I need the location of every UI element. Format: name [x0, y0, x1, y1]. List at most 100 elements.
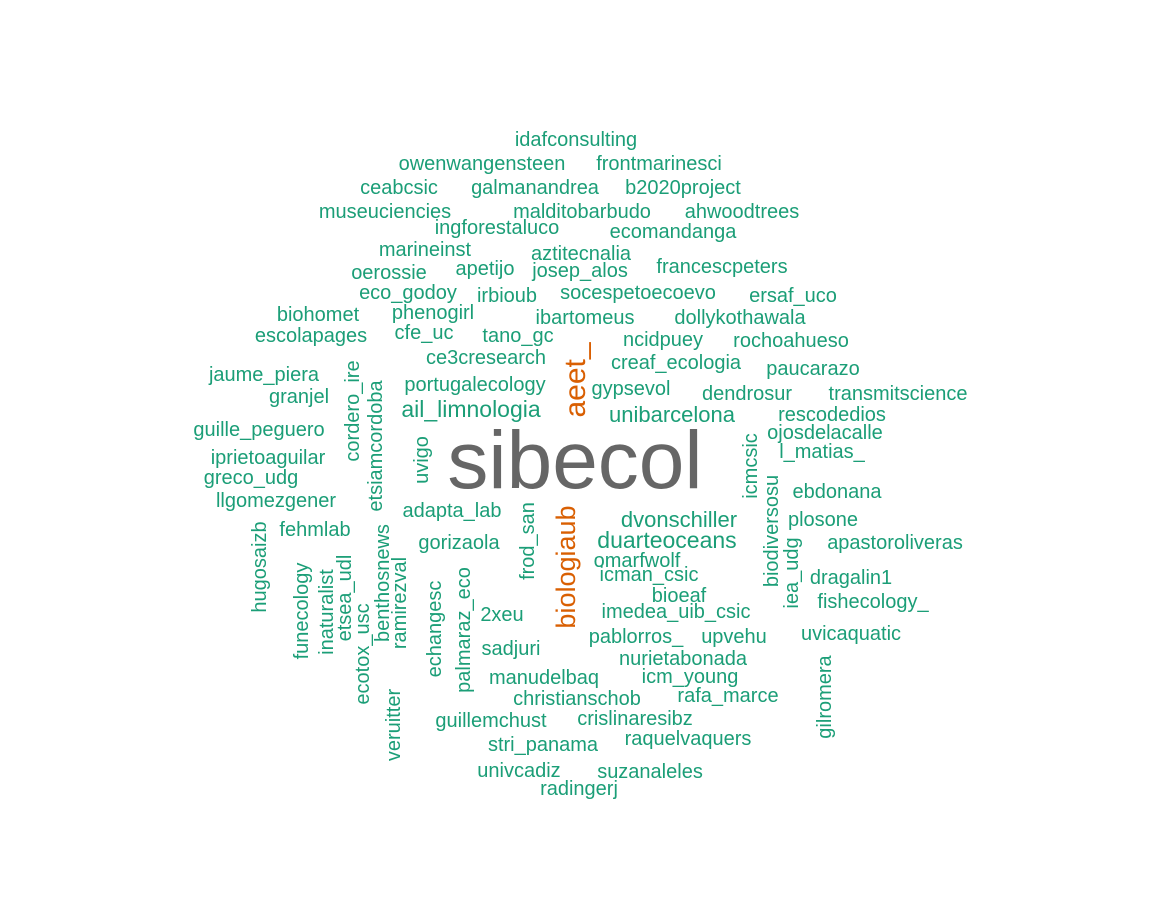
vertical-words: cordero_ire etsiamcordoba uvigo frod_san…: [249, 360, 836, 761]
word-guillemchust: guillemchust: [435, 710, 547, 732]
word-etsea-udl: etsea_udl: [334, 555, 356, 642]
word-etsiamcordoba: etsiamcordoba: [365, 380, 387, 512]
word-sibecol: sibecol: [447, 415, 702, 506]
word-galmanandrea: galmanandrea: [471, 177, 600, 199]
word-manudelbaq: manudelbaq: [489, 667, 599, 689]
word-b2020project: b2020project: [625, 177, 741, 199]
word-pablorros: pablorros_: [589, 626, 684, 648]
word-icm-young: icm_young: [642, 666, 739, 688]
word-ecomandanga: ecomandanga: [610, 221, 738, 243]
word-biohomet: biohomet: [277, 304, 360, 326]
word-ramirezval: ramirezval: [389, 557, 411, 649]
word-transmitscience: transmitscience: [829, 383, 968, 405]
word-frod-san: frod_san: [517, 502, 539, 580]
word-dragalin1: dragalin1: [810, 567, 892, 589]
word-uvigo: uvigo: [411, 436, 433, 484]
word-echangesc: echangesc: [424, 581, 446, 678]
word-gorizaola: gorizaola: [418, 532, 500, 554]
word-llgomezgener: llgomezgener: [216, 490, 336, 512]
word-creaf-ecologia: creaf_ecologia: [611, 352, 742, 374]
word-cordero-ire: cordero_ire: [342, 360, 364, 461]
word-dendrosur: dendrosur: [702, 383, 792, 405]
word-ebdonana: ebdonana: [793, 481, 883, 503]
word-ersaf-uco: ersaf_uco: [749, 285, 837, 307]
word-apastoroliveras: apastoroliveras: [827, 532, 963, 554]
word-cfe-uc: cfe_uc: [395, 322, 454, 344]
word-ecotox-usc: ecotox_usc: [352, 603, 374, 704]
word-ceabcsic: ceabcsic: [360, 177, 438, 199]
word-suzanaleles: suzanaleles: [597, 761, 703, 783]
word-ail-limnologia: ail_limnologia: [401, 396, 541, 422]
word-paucarazo: paucarazo: [766, 358, 859, 380]
word-imedea-uib-csic: imedea_uib_csic: [602, 601, 751, 623]
word-sadjuri: sadjuri: [482, 638, 541, 660]
horizontal-words: idafconsulting owenwangensteen frontmari…: [193, 129, 967, 800]
word-oerossie: oerossie: [351, 262, 427, 284]
word-phenogirl: phenogirl: [392, 302, 474, 324]
word-2xeu: 2xeu: [480, 604, 523, 626]
word-dvonschiller: dvonschiller: [621, 507, 737, 532]
word-fehmlab: fehmlab: [279, 519, 350, 541]
word-ce3cresearch: ce3cresearch: [426, 347, 546, 369]
word-josep-alos: josep_alos: [531, 260, 628, 282]
word-fishecology: fishecology_: [817, 591, 929, 613]
word-funecology: funecology: [291, 563, 313, 660]
word-radingerj: radingerj: [540, 778, 618, 800]
word-guille-peguero: guille_peguero: [193, 419, 324, 441]
word-portugalecology: portugalecology: [404, 374, 545, 396]
word-jaume-piera: jaume_piera: [208, 364, 320, 386]
word-apetijo: apetijo: [456, 258, 515, 280]
word-bioeaf: bioeaf: [652, 585, 707, 607]
word-veruitter: veruitter: [383, 689, 405, 762]
word-ahwoodtrees: ahwoodtrees: [685, 201, 800, 223]
word-ojosdelacalle: ojosdelacalle: [767, 422, 883, 444]
word-ncidpuey: ncidpuey: [623, 329, 703, 351]
word-omarfwolf: omarfwolf: [594, 550, 681, 572]
word-tano-gc: tano_gc: [482, 325, 553, 347]
word-eco-godoy: eco_godoy: [359, 282, 457, 304]
word-icman-csic: icman_csic: [600, 564, 699, 586]
word-crislinaresibz: crislinaresibz: [577, 708, 693, 730]
word-adapta-lab: adapta_lab: [403, 500, 502, 522]
word-ibartomeus: ibartomeus: [536, 307, 635, 329]
word-rochoahueso: rochoahueso: [733, 330, 849, 352]
word-duarteoceans: duarteoceans: [597, 527, 736, 553]
word-iea-udg: iea_udg: [781, 537, 803, 608]
word-inaturalist: inaturalist: [316, 569, 338, 655]
word-hugosaizb: hugosaizb: [249, 521, 271, 612]
word-gilromera: gilromera: [814, 654, 836, 738]
word-francescpeters: francescpeters: [656, 256, 787, 278]
word-palmaraz-eco: palmaraz_eco: [453, 567, 475, 693]
word-aeet: aeet_: [559, 341, 592, 417]
word-rafa-marce: rafa_marce: [677, 685, 778, 707]
word-icmcsic: icmcsic: [740, 433, 762, 499]
word-stri-panama: stri_panama: [488, 734, 599, 756]
word-l-matias: l_matias_: [779, 441, 865, 463]
word-dollykothawala: dollykothawala: [674, 307, 806, 329]
word-benthosnews: benthosnews: [372, 524, 394, 642]
word-univcadiz: univcadiz: [477, 760, 560, 782]
word-raquelvaquers: raquelvaquers: [625, 728, 752, 750]
word-irbioub: irbioub: [477, 285, 537, 307]
word-granjel: granjel: [269, 386, 329, 408]
word-ingforestaluco: ingforestaluco: [435, 217, 560, 239]
word-escolapages: escolapages: [255, 325, 367, 347]
word-unibarcelona: unibarcelona: [609, 402, 736, 427]
word-frontmarinesci: frontmarinesci: [596, 153, 722, 175]
word-christianschob: christianschob: [513, 688, 641, 710]
word-malditobarbudo: malditobarbudo: [513, 201, 651, 223]
word-nurietabonada: nurietabonada: [619, 648, 748, 670]
word-biologiaub: biologiaub: [551, 505, 581, 628]
word-biodiversosu: biodiversosu: [761, 475, 783, 587]
word-rescodedios: rescodedios: [778, 404, 886, 426]
word-marineinst: marineinst: [379, 239, 472, 261]
word-uvicaquatic: uvicaquatic: [801, 623, 901, 645]
word-plosone: plosone: [788, 509, 858, 531]
word-owenwangensteen: owenwangensteen: [399, 153, 566, 175]
word-greco-udg: greco_udg: [204, 467, 299, 489]
word-upvehu: upvehu: [701, 626, 767, 648]
word-socespetoecoevo: socespetoecoevo: [560, 282, 716, 304]
word-museuciencies: museuciencies: [319, 201, 451, 223]
word-gypsevol: gypsevol: [592, 378, 671, 400]
